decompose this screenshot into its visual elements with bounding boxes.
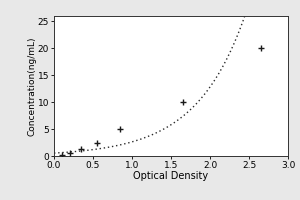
X-axis label: Optical Density: Optical Density: [134, 171, 208, 181]
Y-axis label: Concentration(ng/mL): Concentration(ng/mL): [27, 36, 36, 136]
